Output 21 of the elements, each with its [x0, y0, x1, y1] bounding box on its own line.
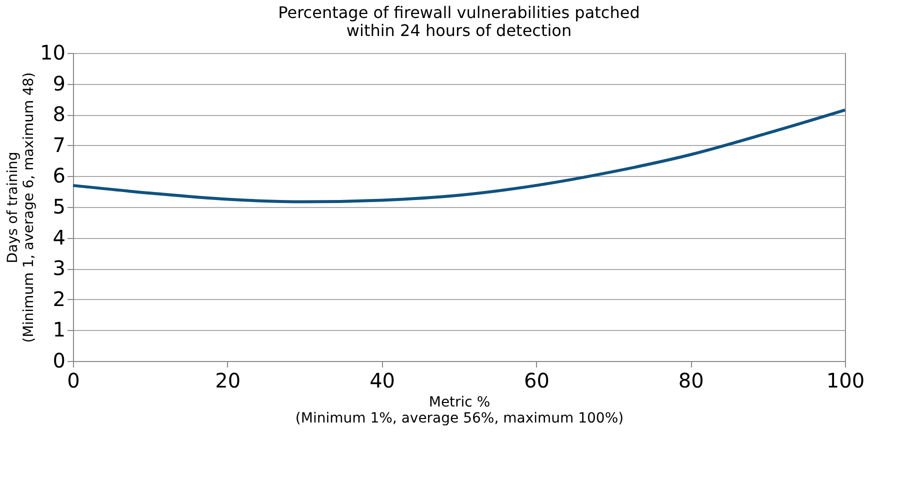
x-tick-label: 60 [524, 368, 550, 392]
y-tick-label: 7 [52, 132, 66, 157]
x-axis-title: Metric % (Minimum 1%, average 56%, maximum 100%) [295, 394, 624, 426]
y-tick-label: 5 [52, 194, 66, 218]
y-tick-label: 1 [52, 318, 66, 342]
y-tick-label: 3 [52, 256, 66, 280]
y-tick-label: 10 [40, 40, 66, 64]
chart-title: Percentage of firewall vulnerabilities patched within 24 hours of detection [278, 3, 640, 40]
y-tick-label: 2 [52, 286, 66, 311]
x-tick-label: 40 [370, 368, 396, 392]
x-tick-label: 0 [67, 368, 80, 392]
y-tick-label: 6 [52, 164, 66, 188]
y-tick-label: 9 [52, 71, 66, 96]
y-tick-label: 8 [52, 102, 66, 126]
line-series [72, 108, 846, 204]
y-tick-label: 0 [52, 348, 66, 372]
x-tick-label: 20 [215, 368, 241, 392]
x-tick-label: 100 [826, 368, 865, 392]
x-tick-label: 80 [678, 368, 704, 392]
y-axis-title: Days of training (Minimum 1, average 6, maximum 48) [5, 72, 38, 343]
y-tick-label: 4 [52, 225, 66, 250]
